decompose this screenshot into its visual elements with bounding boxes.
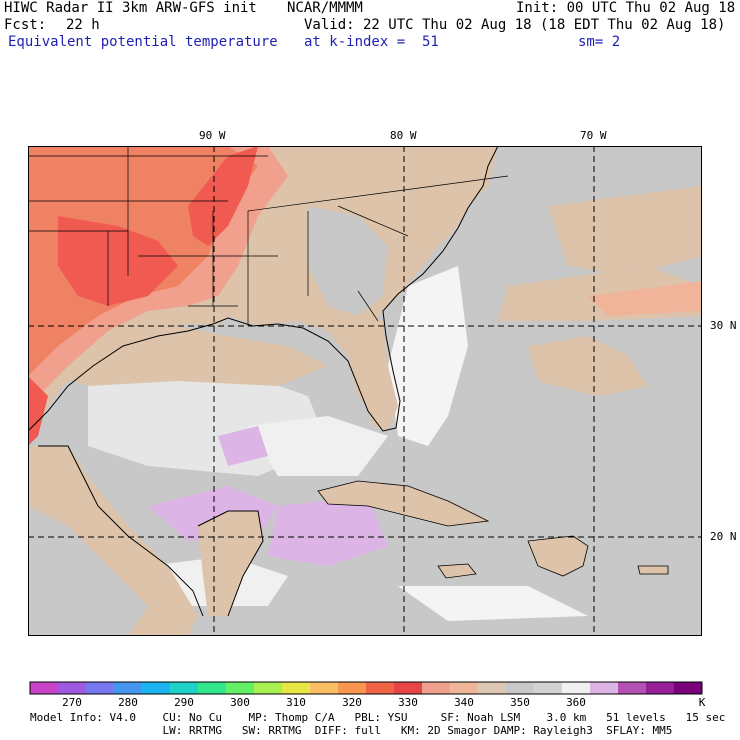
valid-time: Valid: 22 UTC Thu 02 Aug 18 (18 EDT Thu …	[304, 17, 726, 33]
lat-label-20n: 20 N	[710, 530, 737, 543]
colorbar-frame	[29, 681, 703, 695]
colorbar-swatch	[674, 682, 703, 694]
level-label: at k-index = 51	[304, 34, 439, 50]
colorbar-swatch	[562, 682, 591, 694]
colorbar-swatch	[534, 682, 563, 694]
colorbar-tick-label: 360	[566, 696, 586, 708]
atlantic-tan-blob	[528, 336, 648, 396]
colorbar-swatch	[86, 682, 115, 694]
model-title: HIWC Radar II 3km ARW-GFS init	[4, 0, 257, 16]
model-info-line1: Model Info: V4.0 CU: No Cu MP: Thomp C/A…	[30, 711, 726, 724]
colorbar-swatch	[310, 682, 339, 694]
colorbar-swatch	[142, 682, 171, 694]
colorbar-swatch	[58, 682, 87, 694]
yucatan-coast	[197, 510, 264, 617]
caribbean-lavender	[268, 496, 388, 566]
colorbar-swatch	[646, 682, 675, 694]
model-info-line2: LW: RRTMG SW: RRTMG DIFF: full KM: 2D Sm…	[30, 724, 673, 737]
colorbar-tick-label: 320	[342, 696, 362, 708]
colorbar-tick-label: 280	[118, 696, 138, 708]
field-name: Equivalent potential temperature	[8, 34, 278, 50]
mexico-gray	[28, 506, 148, 636]
init-time: Init: 00 UTC Thu 02 Aug 18	[516, 0, 736, 16]
colorbar-tick-label: 300	[230, 696, 250, 708]
colorbar-tick-label: 330	[398, 696, 418, 708]
colorbar-tick-label: 310	[286, 696, 306, 708]
us-land-red	[188, 146, 258, 246]
se-us-gray	[308, 206, 388, 316]
caribbean-lavender	[218, 426, 268, 466]
colorbar-swatch	[366, 682, 395, 694]
forecast-label: Fcst:	[4, 17, 47, 33]
colorbar-swatch	[450, 682, 479, 694]
forecast-hours: 22 h	[66, 17, 100, 33]
theta-e-map	[28, 146, 702, 636]
florida-tan	[358, 316, 398, 431]
colorbar-swatch	[506, 682, 535, 694]
colorbar-tick-label: 340	[454, 696, 474, 708]
colorbar-swatch	[170, 682, 199, 694]
mexico-coast	[38, 445, 204, 617]
caribbean-white	[398, 586, 588, 621]
us-coastline	[28, 146, 499, 432]
atlantic-white-band	[388, 266, 468, 446]
colorbar-swatch	[590, 682, 619, 694]
atlantic-salmon-plume	[588, 281, 702, 316]
colorbar-unit: K	[699, 696, 706, 708]
colorbar-swatch	[254, 682, 283, 694]
smoothing-label: sm= 2	[578, 34, 621, 50]
lat-label-30n: 30 N	[710, 319, 737, 332]
colorbar-tick-label: 270	[62, 696, 82, 708]
colorbar-swatch	[394, 682, 423, 694]
colorbar-tick-label: 290	[174, 696, 194, 708]
lon-label-70w: 70 W	[580, 129, 607, 142]
colorbar-swatch	[282, 682, 311, 694]
lon-label-90w: 90 W	[199, 129, 226, 142]
map-frame	[28, 146, 702, 636]
jamaica-island	[437, 563, 477, 579]
hispaniola-island	[527, 535, 589, 577]
colorbar-tick-label: 350	[510, 696, 530, 708]
caribbean-white	[248, 416, 388, 476]
colorbar-swatch	[30, 682, 59, 694]
lon-label-80w: 80 W	[390, 129, 417, 142]
colorbar-swatch	[478, 682, 507, 694]
atlantic-tan-plume	[548, 186, 702, 276]
colorbar-swatch	[114, 682, 143, 694]
colorbar: 270 280 290 300 310 320 330 340 350 360 K	[29, 681, 706, 708]
colorbar-swatch	[338, 682, 367, 694]
colorbar-swatch	[198, 682, 227, 694]
us-land-red	[58, 216, 178, 306]
cuba-island	[317, 480, 490, 527]
colorbar-swatch	[422, 682, 451, 694]
colorbar-swatch	[226, 682, 255, 694]
us-land-red	[28, 376, 48, 446]
state-borders	[28, 146, 509, 326]
colorbar-swatch	[618, 682, 647, 694]
org-label: NCAR/MMMM	[287, 0, 363, 16]
puerto-rico-island	[637, 565, 669, 575]
